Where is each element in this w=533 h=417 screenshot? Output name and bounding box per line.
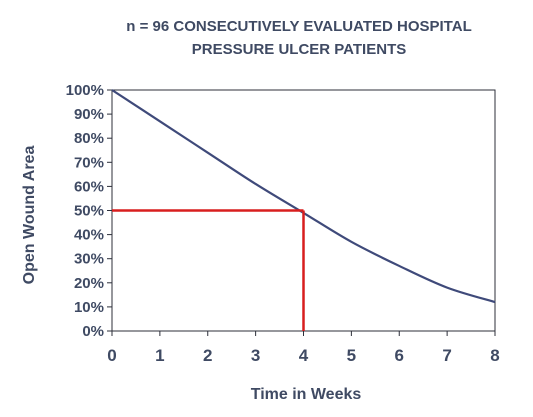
x-tick-label: 6 [395, 346, 404, 365]
y-tick-label: 70% [74, 154, 104, 171]
x-tick-label: 7 [442, 346, 451, 365]
y-tick-label: 60% [74, 178, 104, 195]
reference-lines [112, 209, 305, 331]
x-tick-label: 4 [299, 346, 309, 365]
y-axis-ticks: 0% 10% 20% 30% 40% 50% 60% 70% 80% 90% 100% [66, 82, 112, 340]
y-axis-label: Open Wound Area [21, 146, 38, 285]
y-tick-label: 30% [74, 251, 104, 268]
y-tick-label: 40% [74, 227, 104, 244]
x-axis-ticks: 0 1 2 3 4 5 6 7 8 [107, 331, 500, 365]
x-tick-label: 8 [490, 346, 499, 365]
y-tick-label: 0% [82, 323, 104, 340]
x-tick-label: 3 [251, 346, 260, 365]
y-tick-label: 90% [74, 106, 104, 123]
y-tick-label: 10% [74, 299, 104, 316]
y-tick-label: 80% [74, 130, 104, 147]
x-tick-label: 0 [107, 346, 116, 365]
x-tick-label: 2 [203, 346, 212, 365]
chart-subtitle: PRESSURE ULCER PATIENTS [192, 41, 406, 58]
x-tick-label: 5 [347, 346, 356, 365]
chart-title: n = 96 CONSECUTIVELY EVALUATED HOSPITAL [126, 18, 471, 35]
y-tick-label: 20% [74, 275, 104, 292]
x-axis-label: Time in Weeks [251, 386, 362, 403]
y-tick-label: 50% [74, 203, 104, 220]
y-tick-label: 100% [66, 82, 104, 99]
x-tick-label: 1 [155, 346, 164, 365]
